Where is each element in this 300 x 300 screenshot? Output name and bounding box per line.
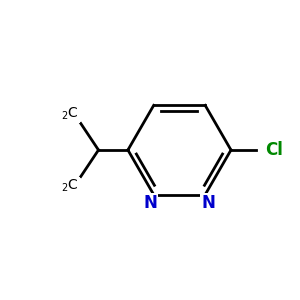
Text: $\mathregular{_2}$C: $\mathregular{_2}$C — [48, 178, 79, 194]
Text: Cl: Cl — [265, 141, 283, 159]
Text: EtO: EtO — [54, 178, 79, 192]
Text: $\mathregular{_2}$C: $\mathregular{_2}$C — [48, 106, 79, 122]
Text: EtO: EtO — [54, 108, 79, 122]
Text: N: N — [202, 194, 216, 212]
Text: N: N — [143, 194, 157, 212]
